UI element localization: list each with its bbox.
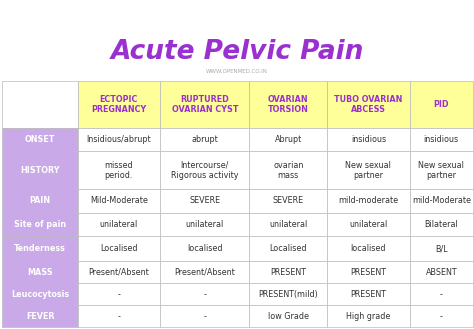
Text: HISTORY: HISTORY [20,166,60,175]
Text: ONSET: ONSET [25,135,55,144]
Text: New sexual
partner: New sexual partner [346,161,391,180]
Text: MASS: MASS [27,268,53,277]
Text: Bilateral: Bilateral [424,220,458,229]
Text: unilateral: unilateral [269,220,308,229]
Text: unilateral: unilateral [186,220,224,229]
Text: PRESENT(mild): PRESENT(mild) [258,290,318,299]
Text: B/L: B/L [435,244,447,253]
Text: Leucocytosis: Leucocytosis [11,290,69,299]
Text: -: - [440,290,443,299]
Text: RUPTURED
OVARIAN CYST: RUPTURED OVARIAN CYST [172,95,238,114]
Text: Present/Absent: Present/Absent [174,268,235,277]
Text: ABSENT: ABSENT [426,268,457,277]
Text: -: - [118,312,120,321]
Text: Tenderness: Tenderness [14,244,66,253]
Text: PID: PID [434,100,449,109]
Text: Abrupt: Abrupt [275,135,302,144]
Text: Intercourse/
Rigorous activity: Intercourse/ Rigorous activity [171,161,238,180]
Text: Acute Pelvic Pain: Acute Pelvic Pain [110,39,364,65]
Text: WWW.OPENMED.CO.IN: WWW.OPENMED.CO.IN [206,69,268,74]
Text: High grade: High grade [346,312,391,321]
Text: -: - [203,290,206,299]
Text: Localised: Localised [100,244,137,253]
Text: abrupt: abrupt [191,135,218,144]
Text: Localised: Localised [270,244,307,253]
Text: TUBO OVARIAN
ABCESS: TUBO OVARIAN ABCESS [334,95,402,114]
Text: SEVERE: SEVERE [273,196,304,205]
Text: PRESENT: PRESENT [270,268,306,277]
Text: OVARIAN
TORSION: OVARIAN TORSION [268,95,309,114]
Text: New sexual
partner: New sexual partner [419,161,464,180]
Text: localised: localised [351,244,386,253]
Text: SEVERE: SEVERE [189,196,220,205]
Text: missed
period.: missed period. [105,161,133,180]
Text: localised: localised [187,244,222,253]
Text: -: - [440,312,443,321]
Text: Site of pain: Site of pain [14,220,66,229]
Text: insidious: insidious [424,135,459,144]
Text: PAIN: PAIN [29,196,51,205]
Text: Mild-Moderate: Mild-Moderate [90,196,148,205]
Text: insidious: insidious [351,135,386,144]
Text: mild-Moderate: mild-Moderate [412,196,471,205]
Text: PRESENT: PRESENT [350,268,386,277]
Text: -: - [203,312,206,321]
Text: unilateral: unilateral [349,220,387,229]
Text: Insidious/abrupt: Insidious/abrupt [87,135,151,144]
Text: mild-moderate: mild-moderate [338,196,398,205]
Text: PRESENT: PRESENT [350,290,386,299]
Text: ovarian
mass: ovarian mass [273,161,303,180]
Text: unilateral: unilateral [100,220,138,229]
Text: Present/Absent: Present/Absent [89,268,149,277]
Text: low Grade: low Grade [268,312,309,321]
Text: ECTOPIC
PREGNANCY: ECTOPIC PREGNANCY [91,95,146,114]
Text: -: - [118,290,120,299]
Text: FEVER: FEVER [26,312,55,321]
